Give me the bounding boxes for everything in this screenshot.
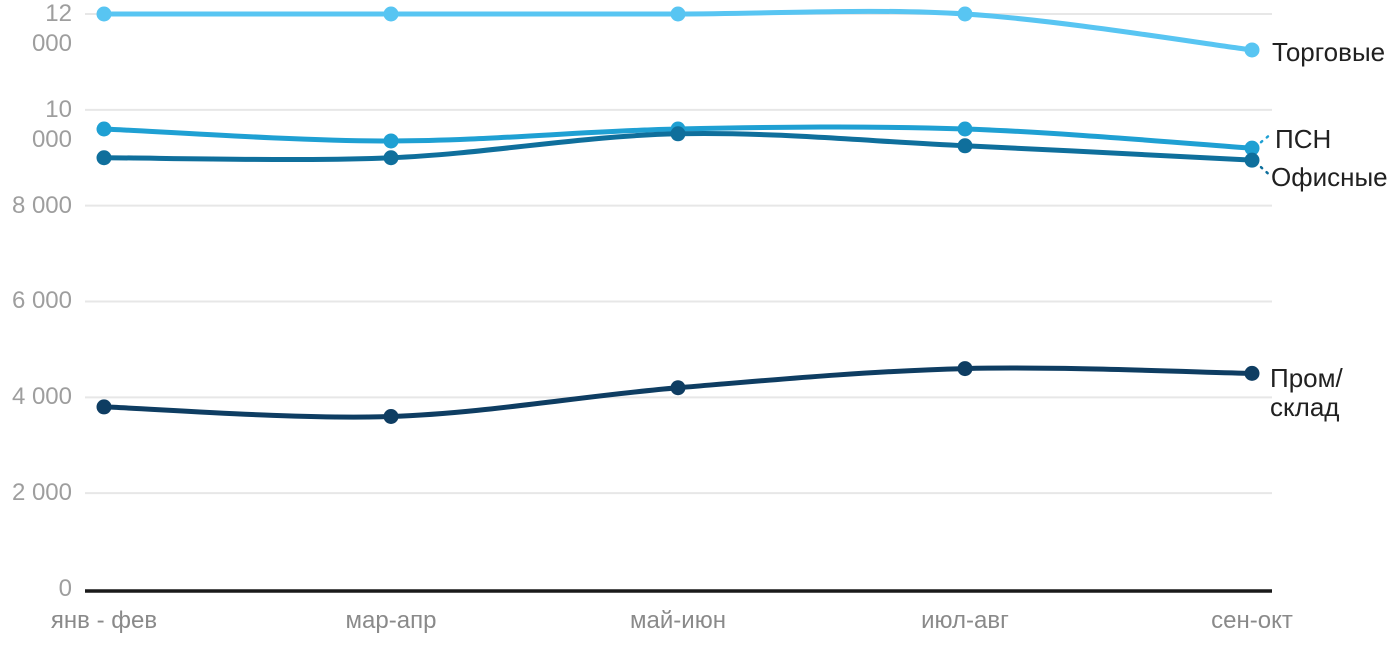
- x-axis-tick-label: мар-апр: [345, 607, 437, 634]
- series-label-prom-sklad: Пром/ склад: [1270, 363, 1343, 422]
- data-point-2-1[interactable]: [383, 150, 399, 166]
- data-point-0-4[interactable]: [1244, 42, 1260, 58]
- data-point-1-4[interactable]: [1244, 140, 1260, 156]
- series-label-ofisnye: Офисные: [1271, 162, 1388, 192]
- data-point-3-4[interactable]: [1244, 365, 1260, 381]
- x-axis-tick-label: сен-окт: [1211, 607, 1293, 634]
- data-point-1-0[interactable]: [96, 121, 112, 137]
- data-point-1-3[interactable]: [957, 121, 973, 137]
- data-point-0-3[interactable]: [957, 6, 973, 22]
- data-point-2-4[interactable]: [1244, 152, 1260, 168]
- data-point-0-1[interactable]: [383, 6, 399, 22]
- y-axis-tick-label: 4 000: [11, 383, 72, 410]
- series-label-torgovye: Торговые: [1272, 37, 1386, 67]
- y-axis-tick-label: 12 000: [31, 0, 72, 57]
- data-point-2-3[interactable]: [957, 138, 973, 154]
- callout-leader-up: [1259, 131, 1274, 144]
- data-point-2-0[interactable]: [96, 150, 112, 166]
- data-point-3-3[interactable]: [957, 361, 973, 377]
- x-axis-tick-label: янв - фев: [50, 607, 158, 634]
- data-point-1-1[interactable]: [383, 133, 399, 149]
- data-point-3-2[interactable]: [670, 380, 686, 396]
- callout-leader-down: [1259, 165, 1274, 179]
- data-point-0-2[interactable]: [670, 6, 686, 22]
- x-axis-tick-label: июл-авг: [921, 607, 1009, 634]
- data-point-2-2[interactable]: [670, 126, 686, 142]
- series-label-psn: ПСН: [1275, 124, 1332, 154]
- x-axis-tick-label: май-июн: [630, 607, 726, 634]
- y-axis-tick-label: 0: [58, 575, 72, 602]
- data-point-0-0[interactable]: [96, 6, 112, 22]
- y-axis-tick-label: 8 000: [11, 192, 72, 219]
- y-axis-tick-label: 2 000: [11, 479, 72, 506]
- y-axis-tick-label: 6 000: [11, 287, 72, 314]
- y-axis-tick-label: 10 000: [31, 96, 72, 153]
- data-point-3-0[interactable]: [96, 399, 112, 415]
- data-point-3-1[interactable]: [383, 409, 399, 424]
